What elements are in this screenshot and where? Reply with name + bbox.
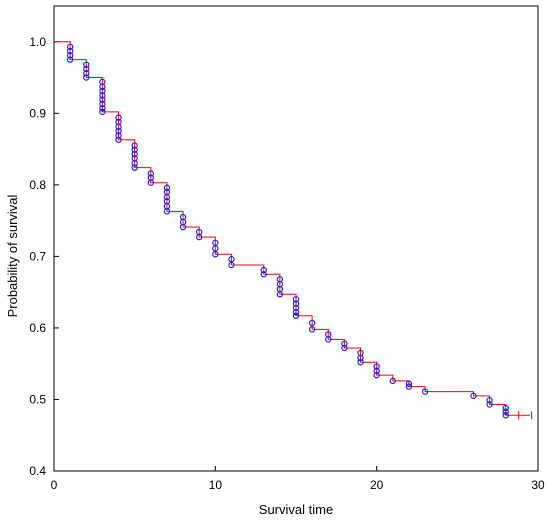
event-marker [66, 47, 74, 55]
event-marker [163, 208, 171, 215]
event-marker [421, 388, 429, 395]
event-marker [325, 336, 332, 343]
event-marker [147, 170, 154, 177]
y-tick-label: 0.8 [29, 178, 46, 192]
event-marker [66, 52, 74, 59]
event-marker [292, 300, 300, 307]
event-marker [131, 142, 138, 149]
y-axis-label: Probability of survival [5, 194, 20, 317]
survival-step-path [54, 41, 530, 416]
event-marker [405, 380, 413, 387]
event-marker [99, 105, 106, 112]
event-marker [115, 136, 122, 143]
axis-ticks: 0 10 20 30 0.4 0.5 0.6 0.7 0.8 0.9 1.0 [29, 35, 545, 492]
event-marker [357, 354, 364, 362]
event-marker [389, 377, 396, 385]
x-tick-label: 0 [51, 478, 58, 492]
event-marker [292, 312, 300, 319]
event-marker [470, 392, 477, 400]
x-tick-label: 10 [209, 478, 223, 492]
event-marker [99, 92, 106, 99]
event-marker [486, 396, 493, 404]
event-marker [341, 344, 348, 352]
event-marker [308, 326, 316, 333]
event-marker [66, 56, 74, 63]
event-markers [66, 43, 509, 419]
y-tick-label: 0.6 [29, 321, 46, 335]
event-marker [99, 108, 106, 116]
event-marker [195, 233, 203, 241]
event-marker [341, 340, 348, 347]
event-marker [276, 291, 284, 298]
event-marker [147, 179, 154, 186]
event-marker [115, 127, 122, 135]
event-marker [115, 123, 122, 131]
event-marker [502, 412, 509, 419]
event-marker [131, 150, 138, 158]
x-tick-label: 30 [531, 478, 545, 492]
event-marker [405, 383, 413, 390]
event-marker [357, 359, 364, 366]
event-marker [131, 164, 138, 171]
plot-frame [53, 5, 539, 472]
y-tick-label: 0.9 [29, 106, 46, 120]
censor-marks [518, 411, 533, 420]
event-marker [260, 271, 267, 278]
event-marker [83, 65, 90, 73]
event-marker [163, 184, 171, 191]
event-marker [373, 363, 380, 370]
event-marker [99, 83, 106, 91]
event-marker [502, 404, 509, 412]
event-marker [83, 61, 90, 68]
event-marker [115, 114, 122, 121]
plot-border [53, 5, 539, 472]
event-marker [292, 308, 300, 316]
y-tick-label: 0.5 [29, 392, 46, 406]
event-marker [131, 146, 138, 153]
y-tick-label: 1.0 [29, 35, 46, 49]
event-marker [486, 401, 493, 408]
event-marker [373, 367, 380, 375]
event-marker [228, 261, 235, 269]
event-marker [99, 100, 106, 108]
x-axis-label: Survival time [259, 502, 333, 517]
x-tick-label: 20 [370, 478, 384, 492]
y-tick-label: 0.7 [29, 249, 46, 263]
event-marker [99, 96, 106, 103]
event-marker [373, 371, 380, 379]
event-marker [163, 193, 171, 201]
event-marker [99, 87, 106, 95]
event-marker [115, 132, 122, 139]
event-marker [83, 70, 90, 77]
event-marker [179, 223, 187, 231]
event-marker [292, 304, 300, 312]
event-marker [260, 266, 267, 274]
event-marker [131, 160, 138, 167]
survival-step-line [54, 41, 530, 416]
event-marker [308, 319, 316, 327]
event-marker [83, 74, 90, 81]
event-marker [292, 296, 300, 303]
event-marker [66, 43, 74, 50]
y-tick-label: 0.4 [29, 464, 46, 478]
event-marker [212, 251, 219, 258]
event-marker [502, 408, 509, 415]
